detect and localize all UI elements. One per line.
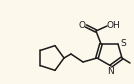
- Text: OH: OH: [106, 22, 120, 30]
- Text: O: O: [79, 22, 85, 30]
- Text: S: S: [120, 39, 126, 48]
- Text: N: N: [108, 67, 114, 76]
